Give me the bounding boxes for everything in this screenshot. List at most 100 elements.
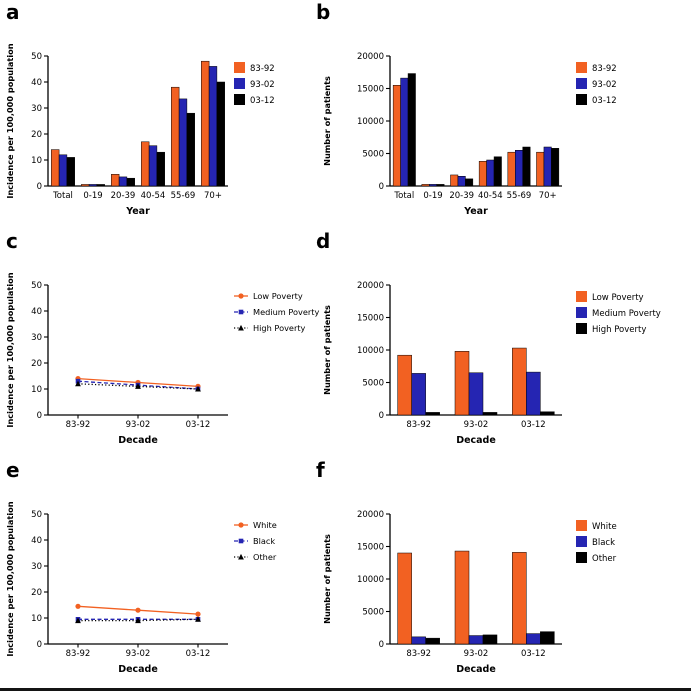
y-axis-label: Number of patients [322, 534, 332, 624]
panel-f: f 0 5000 10000 15000 20000 83-92 93-02 03-12 Dec… [310, 458, 691, 687]
x-axis-label: Year [463, 206, 488, 217]
bar-b-83-92 [507, 151, 516, 187]
y-tick-label: 10 [31, 614, 42, 624]
chart-svg-c: 0 10 20 30 40 50 83-92 93-02 03-12 Decade Incidenc… [5, 272, 319, 446]
bar-b-93-02 [429, 184, 437, 187]
x-tick-label: 93-02 [126, 649, 151, 659]
bar-b-03-12 [436, 184, 445, 187]
bar-d-Medium Poverty [468, 372, 484, 416]
y-tick-label: 20 [31, 130, 42, 140]
y-tick-label: 20000 [357, 510, 384, 520]
point-White [195, 611, 201, 617]
bar-d-Medium Poverty [526, 371, 541, 416]
bar-d-High Poverty [482, 412, 498, 416]
bar-f-Other [482, 634, 498, 645]
bar-a-03-12 [216, 81, 225, 187]
bar-f-Other [540, 631, 555, 645]
y-tick-label: 20 [31, 588, 42, 598]
legend-marker [238, 522, 244, 528]
y-tick-label: 50 [31, 281, 42, 291]
y-axis-label: Incidence per 100,000 population [5, 272, 15, 427]
legend-label: White [592, 522, 617, 532]
y-axis-label: Incidence per 100,000 population [5, 43, 15, 198]
bar-a-83-92 [201, 60, 210, 187]
x-tick-label: 55-69 [507, 191, 532, 201]
legend-label: Other [253, 552, 277, 562]
x-tick-label: Total [393, 191, 414, 201]
y-tick-label: 30 [31, 562, 42, 572]
y-axis-label: Number of patients [322, 76, 332, 166]
x-tick-label: 93-02 [464, 649, 489, 659]
bar-d-Low Poverty [454, 351, 470, 416]
legend-marker [238, 293, 244, 299]
legend-label: Other [592, 554, 617, 564]
x-tick-label: 55-69 [171, 191, 196, 201]
bar-f-White [397, 552, 412, 645]
legend-swatch [234, 62, 245, 73]
bar-f-Black [526, 633, 541, 645]
y-tick-label: 0 [37, 640, 42, 650]
y-tick-label: 15000 [357, 543, 384, 553]
y-tick-label: 5000 [362, 608, 384, 618]
chart-area-e: 0 10 20 30 40 50 83-92 93-02 03-12 Decade Incidenc… [0, 458, 310, 687]
legend-swatch [576, 323, 587, 334]
y-tick-label: 50 [31, 510, 42, 520]
x-tick-label: 70+ [539, 191, 557, 201]
legend-label: Medium Poverty [592, 309, 661, 319]
legend-swatch [576, 78, 587, 89]
bar-b-83-92 [536, 151, 545, 187]
bar-f-Black [411, 636, 426, 645]
legend-label: Low Poverty [253, 291, 303, 301]
bar-a-93-02 [178, 98, 188, 187]
chart-area-c: 0 10 20 30 40 50 83-92 93-02 03-12 Decade Incidenc… [0, 229, 319, 458]
legend-label: 03-12 [250, 96, 275, 106]
legend-marker [238, 553, 244, 560]
legend-swatch [576, 62, 587, 73]
y-tick-label: 0 [37, 411, 42, 421]
y-tick-label: 20000 [357, 52, 384, 62]
chart-svg-b: 0 5000 10000 15000 20000 Total 0-19 20-39 40-54 5… [322, 52, 617, 217]
y-tick-label: 0 [379, 411, 384, 421]
bar-a-03-12 [96, 184, 105, 187]
panel-e: e 0 10 20 30 40 50 83-92 93-02 03-12 Decade Incide… [0, 458, 310, 687]
y-tick-label: 30 [31, 333, 42, 343]
legend-swatch [234, 78, 245, 89]
y-tick-label: 0 [37, 182, 42, 192]
x-axis-label: Year [125, 206, 150, 217]
bar-a-93-02 [58, 154, 68, 187]
y-tick-label: 0 [379, 182, 384, 192]
x-tick-label: 20-39 [111, 191, 136, 201]
chart-svg-a: 0 10 20 30 40 50 Total 0-19 20-39 40-54 55-69 70+ Ye… [5, 43, 275, 217]
legend-swatch [576, 520, 587, 531]
y-tick-label: 5000 [362, 150, 384, 160]
legend-label: 93-02 [250, 80, 275, 90]
legend-label: Medium Poverty [253, 307, 319, 317]
y-tick-label: 20 [31, 359, 42, 369]
chart-area-f: 0 5000 10000 15000 20000 83-92 93-02 03-12 Decad… [310, 458, 691, 687]
point-Other [195, 616, 201, 622]
figure-bottom-edge [0, 688, 691, 691]
y-axis-label: Incidence per 100,000 population [5, 501, 15, 656]
panel-letter-c: c [6, 229, 18, 253]
bar-f-White [454, 550, 470, 645]
y-tick-label: 10000 [357, 575, 384, 585]
y-tick-label: 0 [379, 640, 384, 650]
bar-b-93-02 [486, 159, 495, 187]
bar-d-High Poverty [425, 412, 440, 416]
legend-label: 03-12 [592, 96, 617, 106]
bar-b-93-02 [515, 150, 523, 187]
bar-a-03-12 [66, 157, 75, 187]
legend-marker [238, 324, 244, 331]
bar-d-Medium Poverty [411, 373, 426, 416]
x-tick-label: 03-12 [521, 649, 546, 659]
y-tick-label: 40 [31, 536, 42, 546]
panel-letter-d: d [316, 229, 331, 253]
x-tick-label: 0-19 [83, 191, 102, 201]
panel-letter-e: e [6, 458, 20, 482]
y-tick-label: 20000 [357, 281, 384, 291]
bar-a-03-12 [186, 112, 195, 187]
bar-a-83-92 [141, 141, 150, 187]
bar-b-83-92 [478, 161, 487, 187]
bar-b-03-12 [407, 73, 416, 187]
